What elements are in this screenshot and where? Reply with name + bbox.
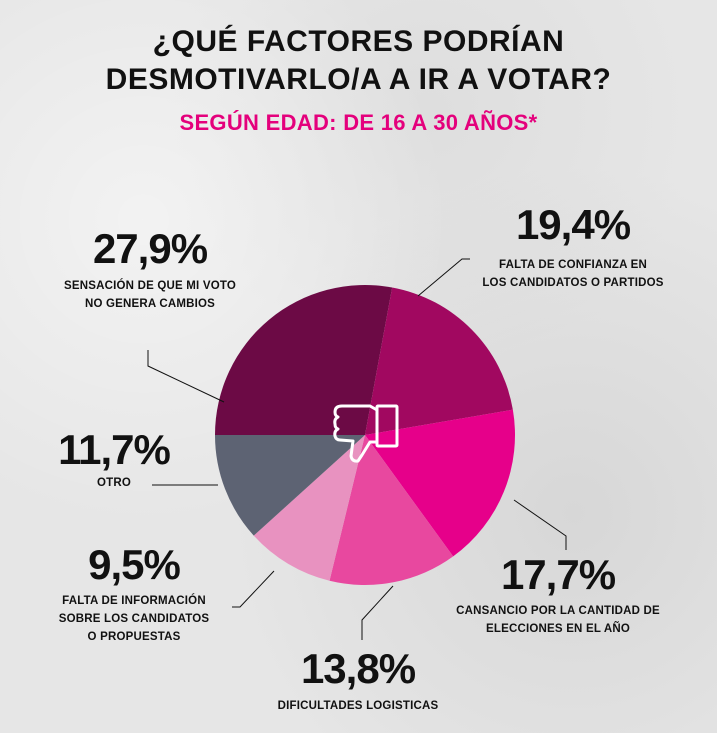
pie-slice-0 [215,284,393,435]
chart-title: ¿QUÉ FACTORES PODRÍAN DESMOTIVARLO/A A I… [0,23,717,99]
leader-line-3 [361,585,394,640]
category-label-line: O PROPUESTAS [87,631,181,643]
value-label: 9,5% [88,541,181,588]
title-line-1: ¿QUÉ FACTORES PODRÍAN [152,25,565,58]
slice-label-3: 13,8% DIFICULTADES LOGISTICAS [278,647,439,715]
pie-slice-2 [365,409,515,557]
value-label: 19,4% [515,201,631,248]
category-label-line: SOBRE LOS CANDIDATOS [58,613,210,625]
category-label-line: DIFICULTADES LOGISTICAS [277,700,439,712]
leader-line-0 [147,350,225,403]
title-line-2: DESMOTIVARLO/A A IR A VOTAR? [105,63,612,96]
leader-line-1 [417,258,470,297]
leader-lines [147,258,567,640]
value-label: 17,7% [500,551,616,598]
chart-subtitle: SEGÚN EDAD: DE 16 A 30 AÑOS* [179,110,538,135]
value-label: 11,7% [58,426,171,473]
category-label-line: FALTA DE CONFIANZA EN [499,259,647,271]
thumbs-down-icon [333,404,399,463]
category-label-line: CANSANCIO POR LA CANTIDAD DE [456,605,660,617]
pie-slice-1 [365,287,513,435]
pie-slice-4 [253,435,365,581]
leader-line-4 [232,570,275,608]
category-label-line: NO GENERA CAMBIOS [84,298,216,310]
slice-label-4: 9,5% FALTA DE INFORMACIÓN SOBRE LOS CAND… [59,543,210,646]
value-label: 13,8% [300,645,416,692]
pie-slice-5 [215,435,365,536]
category-label-line: OTRO [96,477,132,489]
category-label-line: ELECCIONES EN EL AÑO [486,623,630,635]
pie-slice-3 [329,435,454,585]
category-label-line: SENSACIÓN DE QUE MI VOTO [64,280,236,292]
value-label: 27,9% [92,225,208,272]
category-label-line: FALTA DE INFORMACIÓN [62,595,206,607]
slice-label-0: 27,9% SENSACIÓN DE QUE MI VOTO NO GENERA… [64,227,236,313]
category-label-line: LOS CANDIDATOS O PARTIDOS [482,277,664,289]
slice-label-2: 17,7% CANSANCIO POR LA CANTIDAD DE ELECC… [456,553,660,638]
slice-label-5: 11,7% OTRO [58,426,171,492]
leader-line-2 [513,499,567,550]
slice-label-1: 19,4% FALTA DE CONFIANZA EN LOS CANDIDAT… [482,203,663,292]
